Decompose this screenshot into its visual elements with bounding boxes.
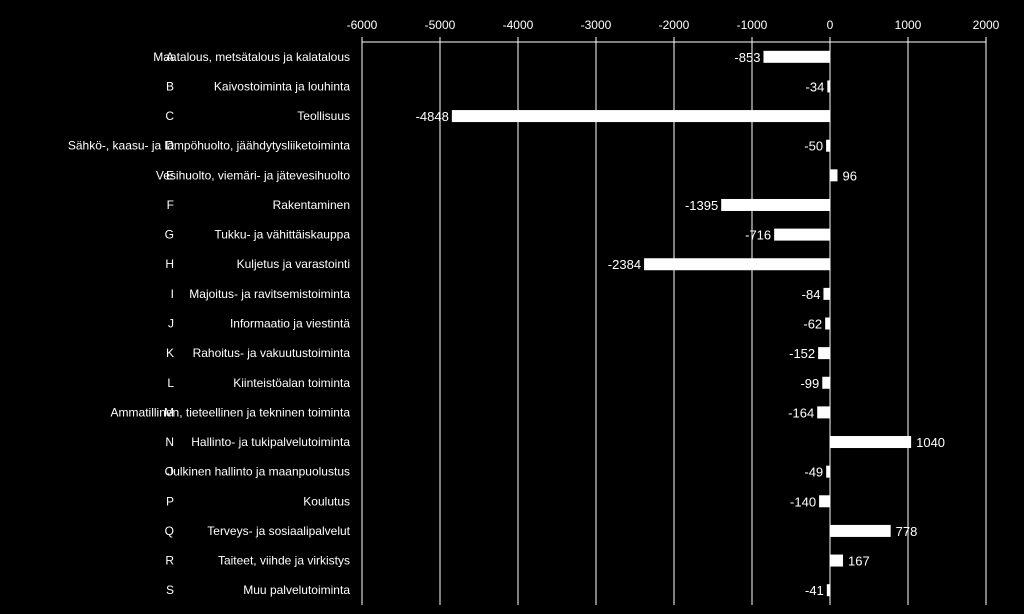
- data-label: -152: [789, 346, 815, 361]
- bar: [823, 287, 830, 300]
- x-tick-label: -2000: [659, 18, 690, 32]
- category-label: Rahoitus- ja vakuutustoiminta: [193, 346, 351, 360]
- category-label: Kiinteistöalan toiminta: [233, 376, 350, 390]
- x-tick-label: -6000: [347, 18, 378, 32]
- category-label: Julkinen hallinto ja maanpuolustus: [167, 465, 350, 479]
- data-label: -50: [804, 139, 823, 154]
- category-label: Hallinto- ja tukipalvelutoiminta: [191, 435, 350, 449]
- category-code: D: [165, 139, 174, 153]
- category-label: Terveys- ja sosiaalipalvelut: [207, 524, 350, 538]
- data-label: -1395: [685, 198, 718, 213]
- category-code: H: [165, 257, 174, 271]
- category-label: Ammatillinen, tieteellinen ja tekninen t…: [111, 405, 351, 419]
- data-label: -62: [803, 317, 822, 332]
- category-code: M: [164, 405, 174, 419]
- x-tick-label: 2000: [973, 18, 1000, 32]
- category-code: Q: [165, 524, 174, 538]
- data-label: -140: [790, 494, 816, 509]
- data-label: -49: [804, 465, 823, 480]
- category-label: Informaatio ja viestintä: [230, 317, 350, 331]
- category-code: G: [165, 228, 174, 242]
- category-code: K: [166, 346, 174, 360]
- bar: [826, 584, 830, 597]
- data-label: 96: [842, 168, 856, 183]
- data-label: 167: [848, 554, 870, 569]
- data-label: -99: [800, 376, 819, 391]
- data-label: -4848: [416, 109, 449, 124]
- category-label: Vesihuolto, viemäri- ja jätevesihuolto: [156, 168, 350, 182]
- bar: [830, 554, 844, 567]
- category-code: R: [165, 554, 174, 568]
- bar: [826, 465, 830, 478]
- data-label: -164: [788, 405, 814, 420]
- category-code: E: [166, 168, 174, 182]
- bar: [763, 50, 830, 63]
- bar: [830, 169, 838, 182]
- bar: [822, 376, 830, 389]
- category-label: Maatalous, metsätalous ja kalatalous: [153, 50, 350, 64]
- category-label: Kaivostoiminta ja louhinta: [214, 79, 350, 93]
- category-label: Teollisuus: [297, 109, 350, 123]
- category-code: A: [166, 50, 174, 64]
- category-label: Tukku- ja vähittäiskauppa: [214, 228, 350, 242]
- category-code: L: [167, 376, 174, 390]
- x-tick-label: -3000: [581, 18, 612, 32]
- bar: [721, 198, 830, 211]
- category-label: Rakentaminen: [273, 198, 350, 212]
- category-label: Koulutus: [303, 494, 350, 508]
- x-tick-label: 1000: [895, 18, 922, 32]
- data-label: -2384: [608, 257, 641, 272]
- category-code: S: [166, 583, 174, 597]
- bar: [826, 139, 830, 152]
- category-label: Muu palvelutoiminta: [243, 583, 350, 597]
- data-label: -34: [806, 79, 825, 94]
- category-label: Majoitus- ja ravitsemistoiminta: [189, 287, 350, 301]
- bar: [830, 436, 912, 449]
- data-label: -853: [734, 50, 760, 65]
- bar: [818, 347, 830, 360]
- bar: [830, 524, 891, 537]
- data-label: 1040: [916, 435, 945, 450]
- category-label: Sähkö-, kaasu- ja lämpöhuolto, jäähdytys…: [68, 139, 350, 153]
- data-label: -41: [805, 583, 824, 598]
- x-tick-label: -5000: [425, 18, 456, 32]
- category-code: I: [171, 287, 174, 301]
- category-code: C: [165, 109, 174, 123]
- data-label: -716: [745, 228, 771, 243]
- data-label: -84: [802, 287, 821, 302]
- bar: [644, 258, 830, 271]
- x-tick-label: -4000: [503, 18, 534, 32]
- bar: [827, 80, 830, 93]
- category-code: B: [166, 79, 174, 93]
- x-tick-label: 0: [827, 18, 834, 32]
- data-label: 778: [896, 524, 918, 539]
- category-code: N: [165, 435, 174, 449]
- bar: [451, 110, 830, 123]
- category-code: O: [165, 465, 174, 479]
- category-label: Kuljetus ja varastointi: [237, 257, 350, 271]
- bar: [819, 495, 830, 508]
- category-label: Taiteet, viihde ja virkistys: [218, 554, 350, 568]
- bar: [774, 228, 830, 241]
- category-code: P: [166, 494, 174, 508]
- x-tick-label: -1000: [737, 18, 768, 32]
- category-code: F: [167, 198, 174, 212]
- bar: [825, 317, 830, 330]
- category-code: J: [168, 317, 174, 331]
- bar: [817, 406, 830, 419]
